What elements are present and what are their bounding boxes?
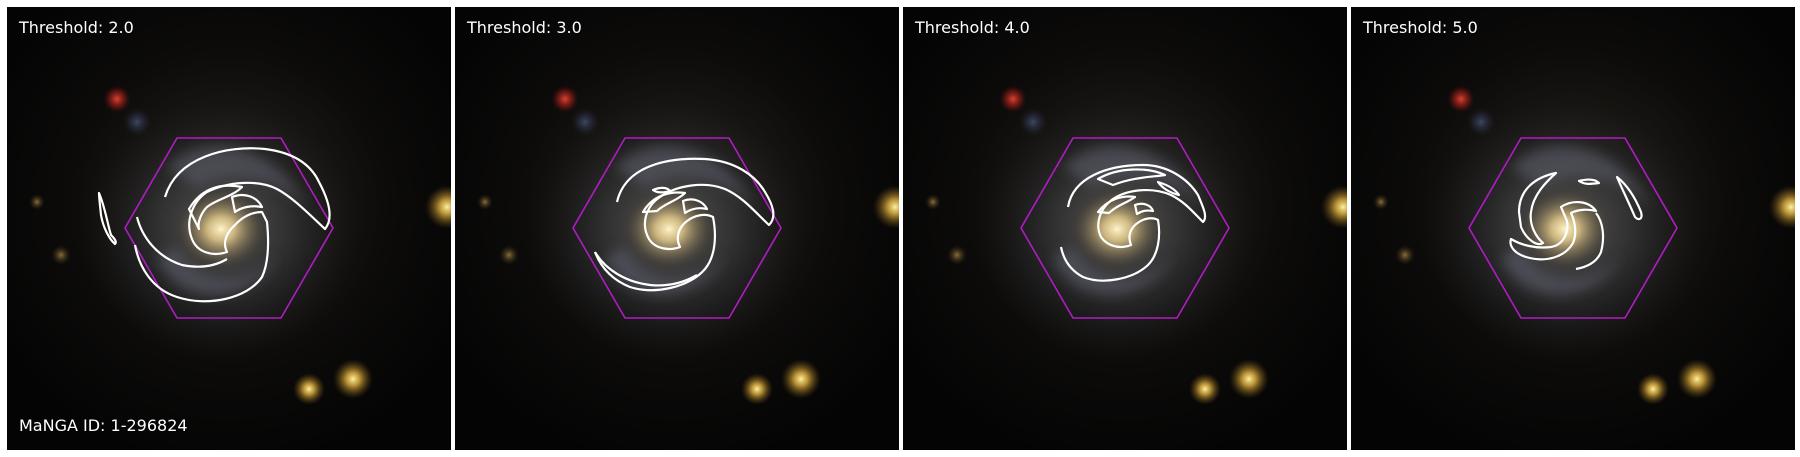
threshold-label: Threshold: 5.0 xyxy=(1363,18,1478,37)
galaxy-image xyxy=(1351,7,1795,450)
panel-threshold-4: Threshold: 5.0 xyxy=(1351,7,1795,450)
galaxy-image xyxy=(455,7,899,450)
galaxy-id-label: MaNGA ID: 1-296824 xyxy=(19,416,188,435)
panel-threshold-1: Threshold: 2.0 MaNGA ID: 1-296824 xyxy=(7,7,451,450)
spiral-arm-contours xyxy=(1509,171,1643,271)
hexagon-footprint xyxy=(1020,137,1230,319)
threshold-label: Threshold: 4.0 xyxy=(915,18,1030,37)
panel-threshold-2: Threshold: 3.0 xyxy=(455,7,899,450)
galaxy-image xyxy=(7,7,451,450)
spiral-arm-contours xyxy=(593,157,775,292)
spiral-arm-contours xyxy=(1059,163,1207,282)
hexagon-footprint xyxy=(124,137,334,319)
panel-threshold-3: Threshold: 4.0 xyxy=(903,7,1347,450)
threshold-label: Threshold: 2.0 xyxy=(19,18,134,37)
threshold-label: Threshold: 3.0 xyxy=(467,18,582,37)
hexagon-footprint xyxy=(572,137,782,319)
spiral-arm-contours xyxy=(97,147,331,303)
galaxy-image xyxy=(903,7,1347,450)
hexagon-footprint xyxy=(1468,137,1678,319)
